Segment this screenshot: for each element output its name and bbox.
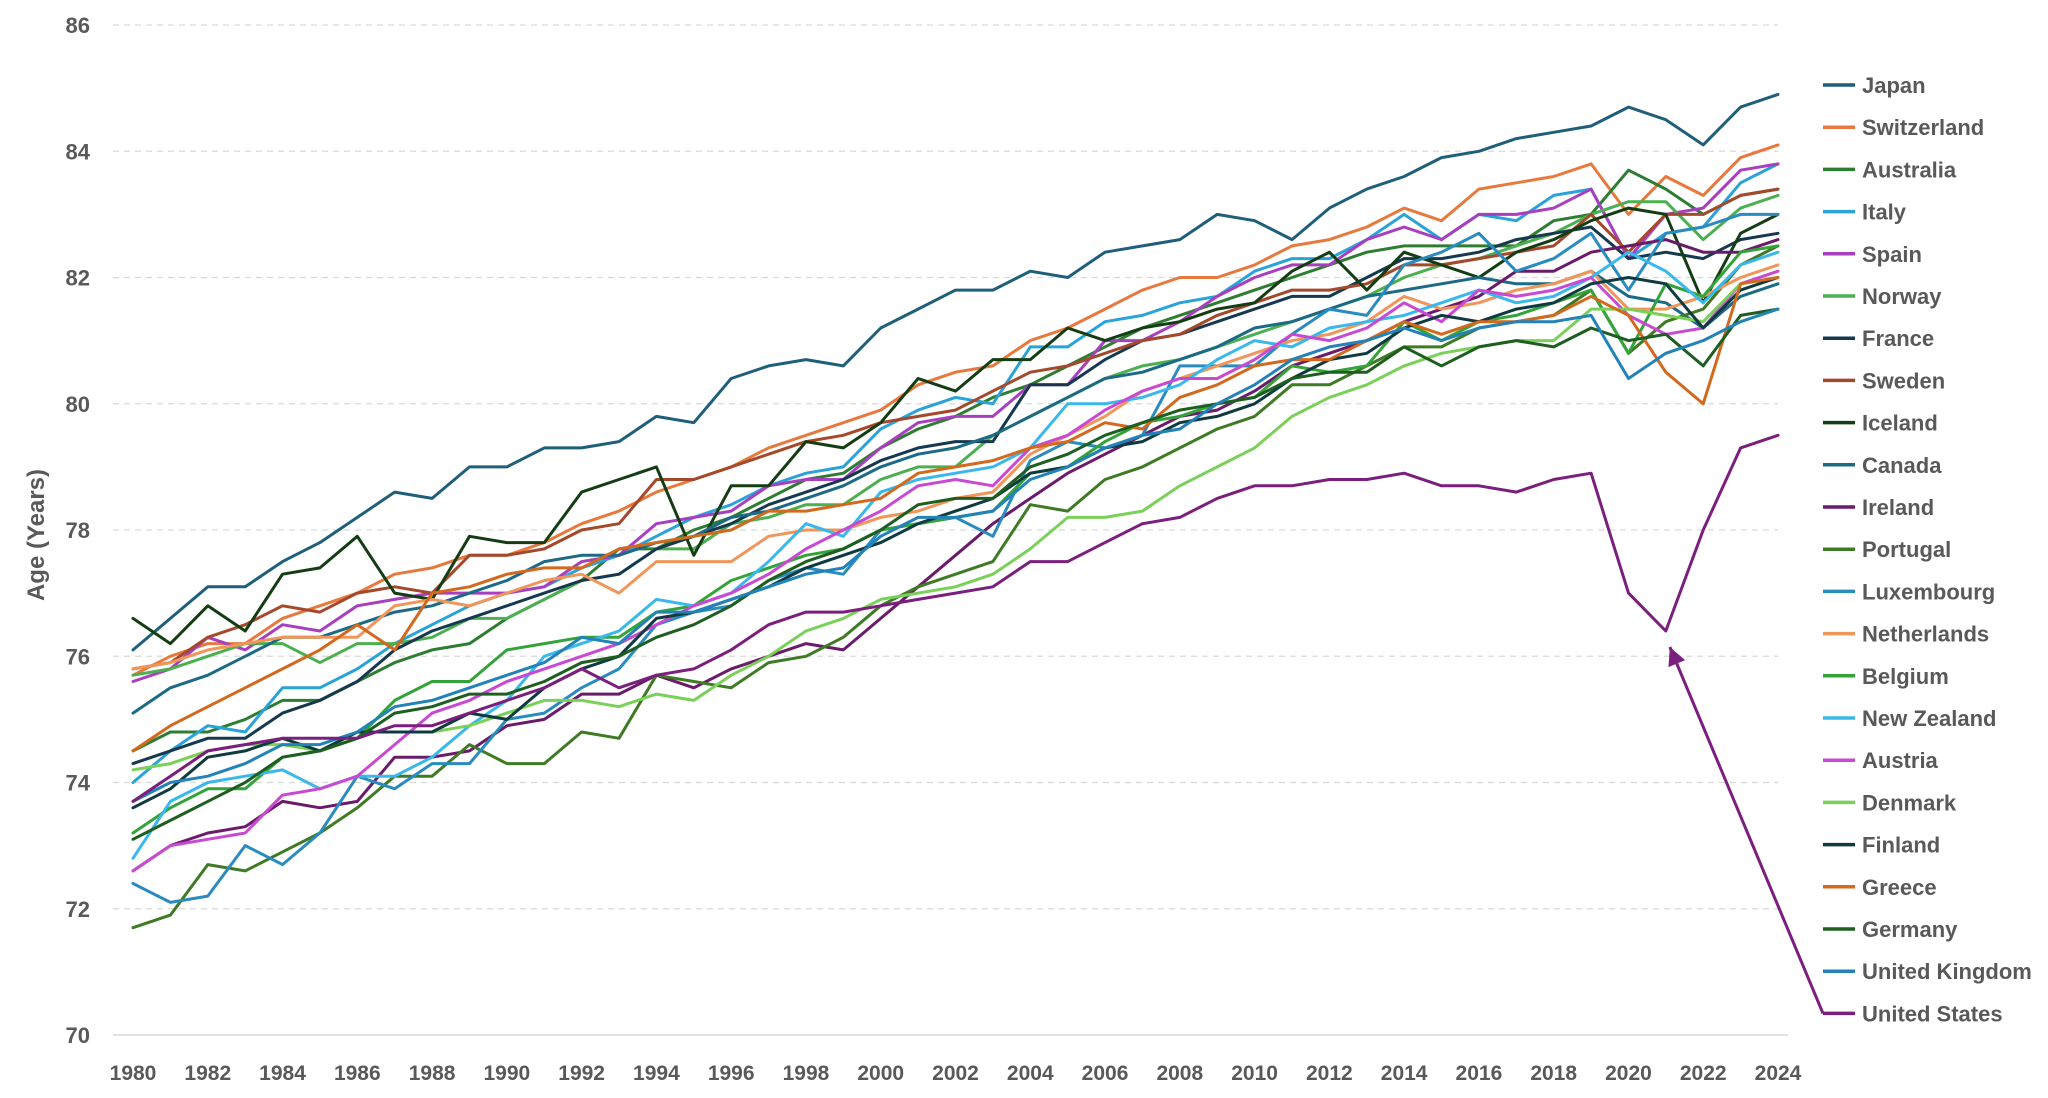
x-tick-label-1988: 1988 <box>409 1062 456 1085</box>
legend-label-austria: Austria <box>1862 748 1939 773</box>
x-tick-label-2018: 2018 <box>1530 1062 1577 1085</box>
series-line-canada <box>131 269 1780 715</box>
x-tick-label-2002: 2002 <box>932 1062 979 1085</box>
legend-label-finland: Finland <box>1862 833 1940 858</box>
series-line-united-kingdom <box>131 307 1780 803</box>
x-tick-label-1998: 1998 <box>783 1062 830 1085</box>
x-tick-label-2022: 2022 <box>1680 1062 1727 1085</box>
y-tick-label-80: 80 <box>66 392 90 417</box>
legend-label-canada: Canada <box>1862 453 1942 478</box>
legend-label-switzerland: Switzerland <box>1862 115 1984 140</box>
legend-label-portugal: Portugal <box>1862 537 1951 562</box>
x-tick-label-1992: 1992 <box>558 1062 605 1085</box>
series-line-italy <box>131 162 1780 784</box>
x-tick-label-1984: 1984 <box>259 1062 306 1085</box>
series-line-finland <box>131 276 1780 810</box>
y-tick-label-74: 74 <box>66 771 91 796</box>
series-line-united-states <box>131 433 1780 803</box>
y-axis-label: Age (Years) <box>23 469 50 601</box>
series-line-greece <box>131 276 1780 753</box>
x-tick-label-1990: 1990 <box>484 1062 531 1085</box>
x-tick-label-2020: 2020 <box>1605 1062 1652 1085</box>
series-line-japan <box>131 92 1780 652</box>
series-line-new-zealand <box>131 250 1780 860</box>
x-tick-label-2008: 2008 <box>1156 1062 1203 1085</box>
legend-label-united-kingdom: United Kingdom <box>1862 959 2032 984</box>
legend-label-ireland: Ireland <box>1862 495 1934 520</box>
x-tick-label-2004: 2004 <box>1007 1062 1054 1085</box>
series-line-sweden <box>131 187 1780 671</box>
x-tick-label-2014: 2014 <box>1381 1062 1428 1085</box>
x-tick-label-2012: 2012 <box>1306 1062 1353 1085</box>
y-axis: 70 72 74 76 78 80 82 84 86 <box>66 13 91 1048</box>
x-tick-label-2024: 2024 <box>1755 1062 1802 1085</box>
legend-label-belgium: Belgium <box>1862 664 1949 689</box>
x-tick-label-1980: 1980 <box>110 1062 157 1085</box>
y-tick-label-70: 70 <box>66 1023 90 1048</box>
legend-label-new-zealand: New Zealand <box>1862 706 1996 731</box>
series-line-belgium <box>131 244 1780 835</box>
x-tick-label-1982: 1982 <box>184 1062 231 1085</box>
series-line-france <box>131 225 1780 766</box>
series-line-switzerland <box>131 143 1780 677</box>
x-axis: 1980 1982 1984 1986 1988 1990 1992 1994 1996 1998… <box>110 1034 1802 1085</box>
legend: Japan Switzerland Australia Italy Spain Norwa… <box>1823 73 2032 1026</box>
legend-label-netherlands: Netherlands <box>1862 622 1989 647</box>
us-arrow-annotation <box>1668 646 1825 1014</box>
series-line-austria <box>131 269 1780 873</box>
series-line-denmark <box>131 276 1780 772</box>
legend-label-spain: Spain <box>1862 242 1922 267</box>
series-line-luxembourg <box>131 212 1780 904</box>
x-tick-label-1986: 1986 <box>334 1062 381 1085</box>
series-line-ireland <box>131 238 1780 873</box>
legend-label-denmark: Denmark <box>1862 790 1957 815</box>
legend-label-iceland: Iceland <box>1862 411 1938 436</box>
legend-label-italy: Italy <box>1862 200 1907 225</box>
y-tick-label-72: 72 <box>66 897 90 922</box>
legend-label-germany: Germany <box>1862 917 1958 942</box>
annotation-arrow-head <box>1668 647 1686 668</box>
y-tick-label-78: 78 <box>66 518 90 543</box>
y-tick-label-76: 76 <box>66 644 90 669</box>
x-tick-label-1994: 1994 <box>633 1062 680 1085</box>
legend-label-norway: Norway <box>1862 284 1942 309</box>
gridlines <box>113 24 1778 910</box>
legend-label-greece: Greece <box>1862 875 1937 900</box>
legend-label-france: France <box>1862 326 1934 351</box>
y-tick-label-84: 84 <box>66 139 91 164</box>
legend-label-japan: Japan <box>1862 73 1926 98</box>
legend-label-sweden: Sweden <box>1862 368 1945 393</box>
x-tick-label-2000: 2000 <box>857 1062 904 1085</box>
x-tick-label-2006: 2006 <box>1082 1062 1129 1085</box>
series-line-spain <box>131 162 1780 683</box>
annotation-arrow-line <box>1668 646 1825 1014</box>
legend-label-luxembourg: Luxembourg <box>1862 579 1995 604</box>
series-line-iceland <box>131 206 1780 646</box>
y-tick-label-82: 82 <box>66 266 90 291</box>
series-lines <box>131 92 1780 930</box>
series-line-germany <box>131 307 1780 841</box>
x-tick-label-2016: 2016 <box>1456 1062 1503 1085</box>
x-tick-label-1996: 1996 <box>708 1062 755 1085</box>
x-tick-label-2010: 2010 <box>1231 1062 1278 1085</box>
legend-label-united-states: United States <box>1862 1001 2003 1026</box>
legend-label-australia: Australia <box>1862 157 1957 182</box>
y-tick-label-86: 86 <box>66 13 90 38</box>
